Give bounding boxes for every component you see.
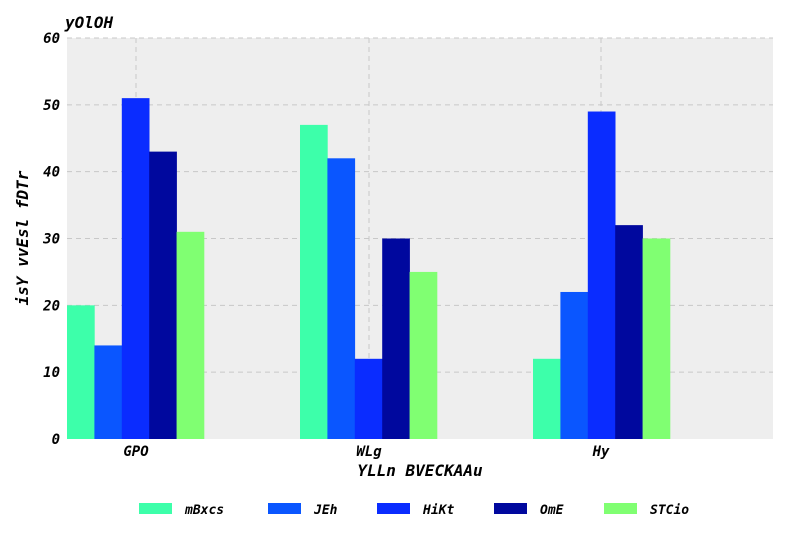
x-tick-label: GPO <box>123 444 148 460</box>
legend-label: HiKt <box>422 503 454 518</box>
y-tick-label: 30 <box>42 232 60 248</box>
bar <box>94 345 123 439</box>
bar <box>149 151 177 439</box>
bar <box>642 238 671 439</box>
bar <box>327 158 356 440</box>
legend-swatch <box>139 503 172 514</box>
legend-swatch <box>268 503 301 514</box>
y-axis-ticks: 0 10 20 30 40 50 60 <box>42 31 60 448</box>
bar <box>354 358 383 439</box>
y-tick-label: 0 <box>52 432 60 448</box>
legend-label: JEh <box>313 503 338 518</box>
legend-label: STCio <box>650 503 689 518</box>
legend: mBxcs JEh HiKt OmE STCio <box>139 503 689 518</box>
y-tick-label: 20 <box>42 298 60 314</box>
legend-label: OmE <box>540 503 564 518</box>
bar <box>300 124 328 439</box>
y-tick-label: 60 <box>43 31 60 47</box>
legend-item: JEh <box>268 503 338 518</box>
x-tick-label: Hy <box>592 444 610 460</box>
bar <box>587 111 616 440</box>
bar <box>67 305 95 439</box>
y-axis-label: isY vvEsl fDTr <box>13 170 32 305</box>
bar <box>382 238 410 439</box>
legend-swatch <box>377 503 410 514</box>
bars <box>67 98 671 440</box>
y-tick-label: 40 <box>43 165 60 181</box>
bar <box>533 358 561 439</box>
bar <box>409 271 438 439</box>
legend-item: mBxcs <box>139 503 224 518</box>
legend-swatch <box>494 503 527 514</box>
bar <box>615 225 643 439</box>
x-axis-label: YLLn BVECKAAu <box>357 461 483 480</box>
bar <box>121 98 150 440</box>
bar <box>560 291 589 439</box>
legend-item: HiKt <box>377 503 454 518</box>
legend-item: OmE <box>494 503 564 518</box>
x-axis-ticks: GPO WLg Hy <box>123 444 610 460</box>
bar <box>176 231 205 439</box>
legend-swatch <box>604 503 637 514</box>
chart-title: yOlOH <box>64 13 114 32</box>
x-tick-label: WLg <box>356 444 382 460</box>
y-tick-label: 50 <box>43 98 60 114</box>
legend-label: mBxcs <box>184 503 224 518</box>
legend-item: STCio <box>604 503 689 518</box>
y-tick-label: 10 <box>43 365 60 381</box>
